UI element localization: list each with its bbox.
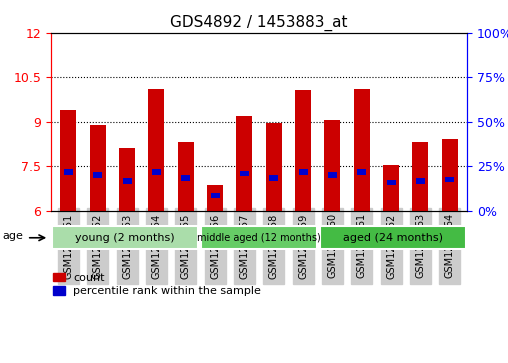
Bar (266, 123, 282, 211)
FancyBboxPatch shape (201, 227, 317, 249)
Text: aged (24 months): aged (24 months) (343, 233, 443, 243)
FancyBboxPatch shape (52, 227, 198, 249)
Legend: count, percentile rank within the sample: count, percentile rank within the sample (51, 270, 264, 298)
Bar (354, 89, 370, 211)
Bar (207, 185, 223, 211)
Bar (269, 175, 278, 181)
Bar (357, 169, 366, 175)
Bar (324, 120, 340, 211)
Bar (295, 90, 311, 211)
Bar (122, 178, 132, 184)
Bar (416, 178, 425, 184)
Text: middle aged (12 months): middle aged (12 months) (197, 233, 321, 243)
Bar (446, 177, 454, 182)
Bar (441, 139, 458, 211)
Bar (152, 169, 161, 175)
FancyBboxPatch shape (320, 227, 466, 249)
Bar (181, 175, 190, 181)
Bar (211, 193, 219, 199)
Bar (328, 172, 337, 178)
Bar (64, 169, 73, 175)
Text: young (2 months): young (2 months) (75, 233, 175, 243)
Title: GDS4892 / 1453883_at: GDS4892 / 1453883_at (170, 15, 348, 31)
Bar (383, 164, 399, 211)
Bar (412, 142, 428, 211)
Bar (148, 89, 165, 211)
Bar (119, 148, 135, 211)
Bar (299, 169, 307, 175)
Bar (240, 171, 249, 176)
Text: age: age (3, 232, 24, 241)
Bar (236, 116, 252, 211)
Bar (387, 180, 396, 185)
Bar (178, 142, 194, 211)
Bar (93, 172, 102, 178)
Bar (60, 110, 77, 211)
Bar (90, 125, 106, 211)
